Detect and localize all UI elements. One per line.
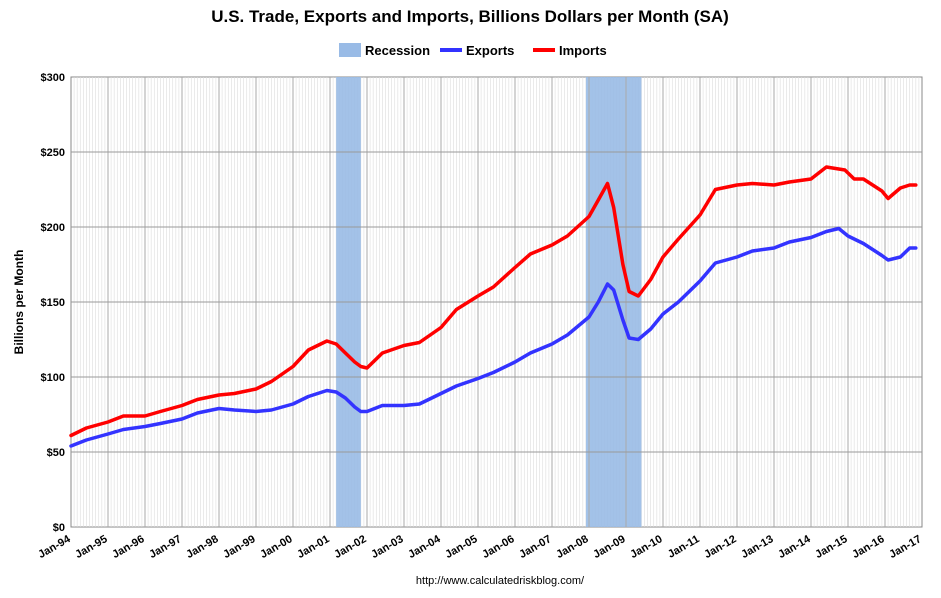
x-tick-label: Jan-03 <box>369 533 405 561</box>
legend: Recession Exports Imports <box>339 43 607 58</box>
x-tick-label: Jan-10 <box>628 533 664 561</box>
x-tick-label: Jan-05 <box>443 533 479 561</box>
x-tick-label: Jan-94 <box>36 533 73 561</box>
series-line-exports <box>69 226 918 448</box>
x-tick-label: Jan-00 <box>258 533 294 561</box>
x-tick-label: Jan-15 <box>813 533 849 561</box>
y-tick-label: $150 <box>41 297 65 309</box>
plot-area: Jan-94 Jan-95 Jan-96 Jan-97 Jan-98 Jan-99 Jan-… <box>36 72 923 561</box>
legend-label-imports: Imports <box>559 43 607 58</box>
x-tick-label: Jan-16 <box>850 533 886 561</box>
x-tick-label: Jan-11 <box>666 533 702 561</box>
x-tick-label: Jan-01 <box>295 533 331 561</box>
source-url: http://www.calculatedriskblog.com/ <box>416 575 585 587</box>
x-tick-label: Jan-02 <box>332 533 368 561</box>
x-tick-label: Jan-97 <box>147 533 183 561</box>
x-tick-label: Jan-99 <box>221 533 257 561</box>
y-tick-label: $0 <box>53 522 65 534</box>
y-axis-label: Billions per Month <box>12 250 26 355</box>
x-tick-label: Jan-14 <box>776 533 813 561</box>
x-tick-label: Jan-12 <box>702 533 738 561</box>
x-tick-label: Jan-06 <box>480 533 516 561</box>
legend-swatch-recession <box>339 43 361 57</box>
x-tick-label: Jan-17 <box>887 533 923 561</box>
x-tick-label: Jan-04 <box>406 533 443 561</box>
x-tick-label: Jan-08 <box>554 533 590 561</box>
x-tick-label: Jan-13 <box>739 533 775 561</box>
chart-title: U.S. Trade, Exports and Imports, Billion… <box>211 7 729 26</box>
x-tick-label: Jan-98 <box>184 533 220 561</box>
legend-label-exports: Exports <box>466 43 514 58</box>
series-line-imports <box>69 165 918 438</box>
y-tick-label: $200 <box>41 222 65 234</box>
y-tick-label: $50 <box>47 447 65 459</box>
y-tick-label: $300 <box>41 72 65 84</box>
x-tick-label: Jan-95 <box>73 533 109 561</box>
x-tick-label: Jan-09 <box>591 533 627 561</box>
y-tick-label: $100 <box>41 372 65 384</box>
y-tick-label: $250 <box>41 147 65 159</box>
legend-label-recession: Recession <box>365 43 430 58</box>
x-tick-label: Jan-96 <box>110 533 146 561</box>
x-tick-label: Jan-07 <box>517 533 553 561</box>
